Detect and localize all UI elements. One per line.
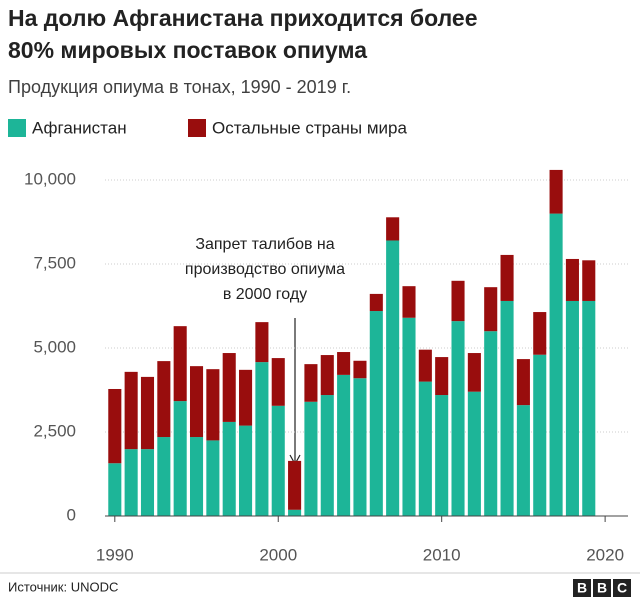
bar-segment xyxy=(402,286,416,318)
bar-segment xyxy=(402,317,416,516)
bar-segment xyxy=(418,349,432,382)
bar-segment xyxy=(124,371,138,450)
bar-segment xyxy=(173,401,187,516)
bar-segment xyxy=(108,388,122,464)
bar-segment xyxy=(239,369,253,426)
bar-segment xyxy=(516,405,530,516)
bar-segment xyxy=(206,440,220,516)
bar-segment xyxy=(140,376,155,450)
x-tick-label: 2000 xyxy=(259,545,297,564)
bar-segment xyxy=(467,391,481,516)
bar-segment xyxy=(582,300,596,516)
annotation: производство опиума xyxy=(185,261,345,278)
x-tick-label: 1990 xyxy=(96,545,134,564)
bar-segment xyxy=(271,405,285,516)
logo-block xyxy=(613,579,631,597)
bar-segment xyxy=(435,395,449,516)
bar-segment xyxy=(451,280,465,322)
annotation: Запрет талибов на xyxy=(195,236,334,253)
bar-segment xyxy=(239,425,253,516)
bar-segment xyxy=(222,353,236,422)
bar-segment xyxy=(369,293,383,312)
source: Источник: UNODC xyxy=(8,579,118,594)
bar-segment xyxy=(565,300,579,516)
bar-segment xyxy=(271,358,285,406)
bar-segment xyxy=(386,217,400,241)
bar-segment xyxy=(418,381,432,516)
bar-segment xyxy=(320,355,334,396)
logo-letter: B xyxy=(577,580,587,596)
y-tick-label: 10,000 xyxy=(24,169,76,188)
y-tick-label: 5,000 xyxy=(33,337,76,356)
bar-segment xyxy=(549,169,563,214)
x-tick-label: 2020 xyxy=(586,545,624,564)
x-tick-label: 2010 xyxy=(423,545,461,564)
bar-segment xyxy=(500,254,514,301)
bar-segment xyxy=(353,360,367,379)
bar-segment xyxy=(288,509,302,516)
legend-swatch xyxy=(188,119,206,137)
bar-segment xyxy=(255,322,269,363)
bar-segment xyxy=(386,240,400,517)
bar-segment xyxy=(108,463,122,516)
bar-segment xyxy=(484,331,498,516)
bar-segment xyxy=(189,437,204,516)
bar-segment xyxy=(189,366,204,438)
bar-segment xyxy=(582,260,596,301)
bar-segment xyxy=(304,401,318,516)
chart-title: На долю Афганистана приходится более xyxy=(8,5,478,31)
y-tick-label: 0 xyxy=(67,505,76,524)
bar-segment xyxy=(500,300,514,516)
logo-letter: B xyxy=(597,580,607,596)
bar-segment xyxy=(255,362,269,516)
legend-label: Афганистан xyxy=(32,118,127,137)
logo: B B C xyxy=(573,579,631,597)
bar-segment xyxy=(533,354,547,516)
logo-block xyxy=(593,579,611,597)
legend-swatch xyxy=(8,119,26,137)
legend-label: Остальные страны мира xyxy=(212,118,407,137)
bar-segment xyxy=(157,361,171,438)
bar-segment xyxy=(353,378,367,516)
bar-segment xyxy=(369,311,383,516)
bar-segment xyxy=(140,449,155,516)
bar-segment xyxy=(222,421,236,516)
logo-block xyxy=(573,579,591,597)
bar-segment xyxy=(288,460,302,510)
bar-segment xyxy=(549,213,563,516)
bar-segment xyxy=(484,287,498,332)
annotation: в 2000 году xyxy=(223,286,307,303)
chart-title: 80% мировых поставок опиума xyxy=(8,37,367,63)
bar-segment xyxy=(304,364,318,402)
bar-segment xyxy=(206,369,220,441)
bar-segment xyxy=(337,352,351,375)
bar-segment xyxy=(320,395,334,516)
bar-segment xyxy=(173,326,187,402)
bar-segment xyxy=(451,321,465,516)
bar-segment xyxy=(467,353,481,392)
y-tick-label: 7,500 xyxy=(33,253,76,272)
chart-subtitle: Продукция опиума в тонах, 1990 - 2019 г. xyxy=(8,77,351,97)
bar-segment xyxy=(565,258,579,301)
bar-segment xyxy=(516,359,530,406)
logo-letter: C xyxy=(617,580,627,596)
bar-segment xyxy=(337,374,351,516)
bar-segment xyxy=(157,437,171,516)
bar-segment xyxy=(533,312,547,355)
bar-segment xyxy=(124,449,138,516)
y-tick-label: 2,500 xyxy=(33,421,76,440)
bar-segment xyxy=(435,357,449,396)
